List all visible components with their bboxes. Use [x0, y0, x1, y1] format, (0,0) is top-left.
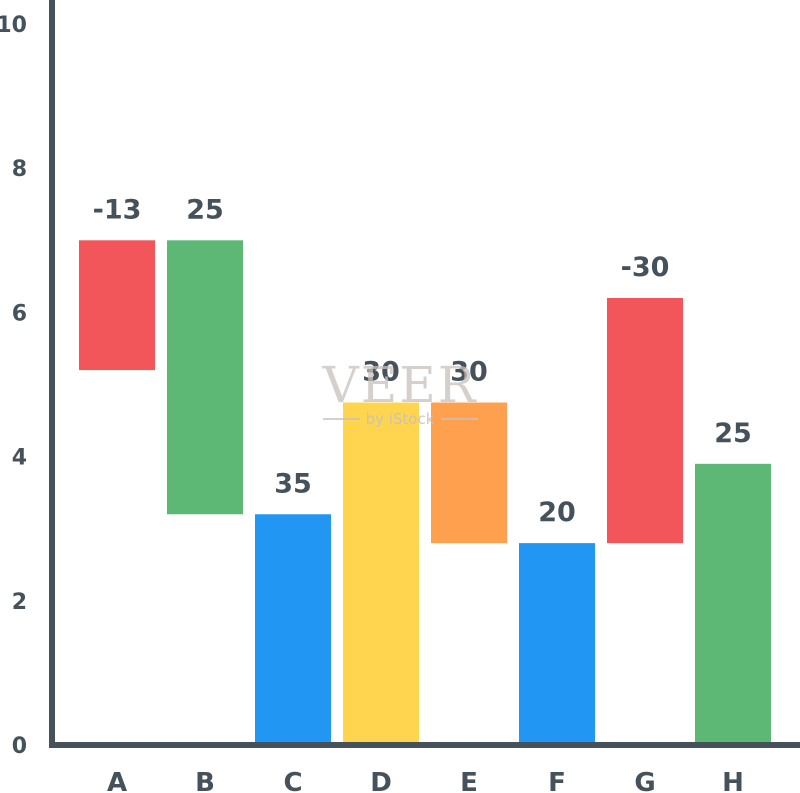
bar-e — [431, 402, 507, 544]
x-tick-label-g: G — [634, 768, 655, 793]
x-tick-label-h: H — [722, 768, 744, 793]
x-tick-label-f: F — [548, 768, 566, 793]
bars-layer — [79, 240, 771, 745]
data-label-e: 30 — [450, 357, 488, 388]
data-label-h: 25 — [714, 418, 752, 449]
data-label-c: 35 — [274, 468, 312, 499]
x-tick-label-a: A — [107, 768, 127, 793]
axis-layer — [49, 0, 800, 748]
bar-g — [607, 297, 683, 544]
y-tick-labels: 0 2 4 6 8 10 — [0, 13, 27, 759]
bar-d — [343, 402, 419, 745]
x-tick-label-e: E — [460, 768, 478, 793]
watermark-logo-text: VEER — [322, 356, 478, 414]
x-tick-label-d: D — [370, 768, 392, 793]
watermark-subtext: by iStock — [366, 410, 435, 428]
bar-a — [79, 240, 155, 371]
data-label-a: -13 — [93, 194, 142, 225]
bar-c — [255, 514, 331, 745]
data-label-g: -30 — [621, 252, 670, 283]
y-tick-label-0: 0 — [12, 734, 27, 759]
y-tick-label-4: 4 — [12, 446, 27, 471]
bar-b — [167, 240, 243, 515]
x-tick-label-b: B — [195, 768, 215, 793]
data-label-f: 20 — [538, 497, 576, 528]
y-tick-label-10: 10 — [0, 13, 27, 38]
y-tick-label-8: 8 — [12, 157, 27, 182]
watermark: VEER by iStock — [322, 356, 478, 428]
y-tick-label-6: 6 — [12, 301, 27, 326]
data-label-b: 25 — [186, 194, 224, 225]
data-label-d: 30 — [362, 357, 400, 388]
x-tick-label-c: C — [283, 768, 302, 793]
bar-f — [519, 543, 595, 745]
data-labels-layer: -13 25 35 30 30 20 -30 25 — [93, 194, 752, 528]
bar-h — [695, 463, 771, 745]
x-tick-labels: A B C D E F G H — [107, 768, 744, 793]
y-tick-label-2: 2 — [12, 590, 27, 615]
